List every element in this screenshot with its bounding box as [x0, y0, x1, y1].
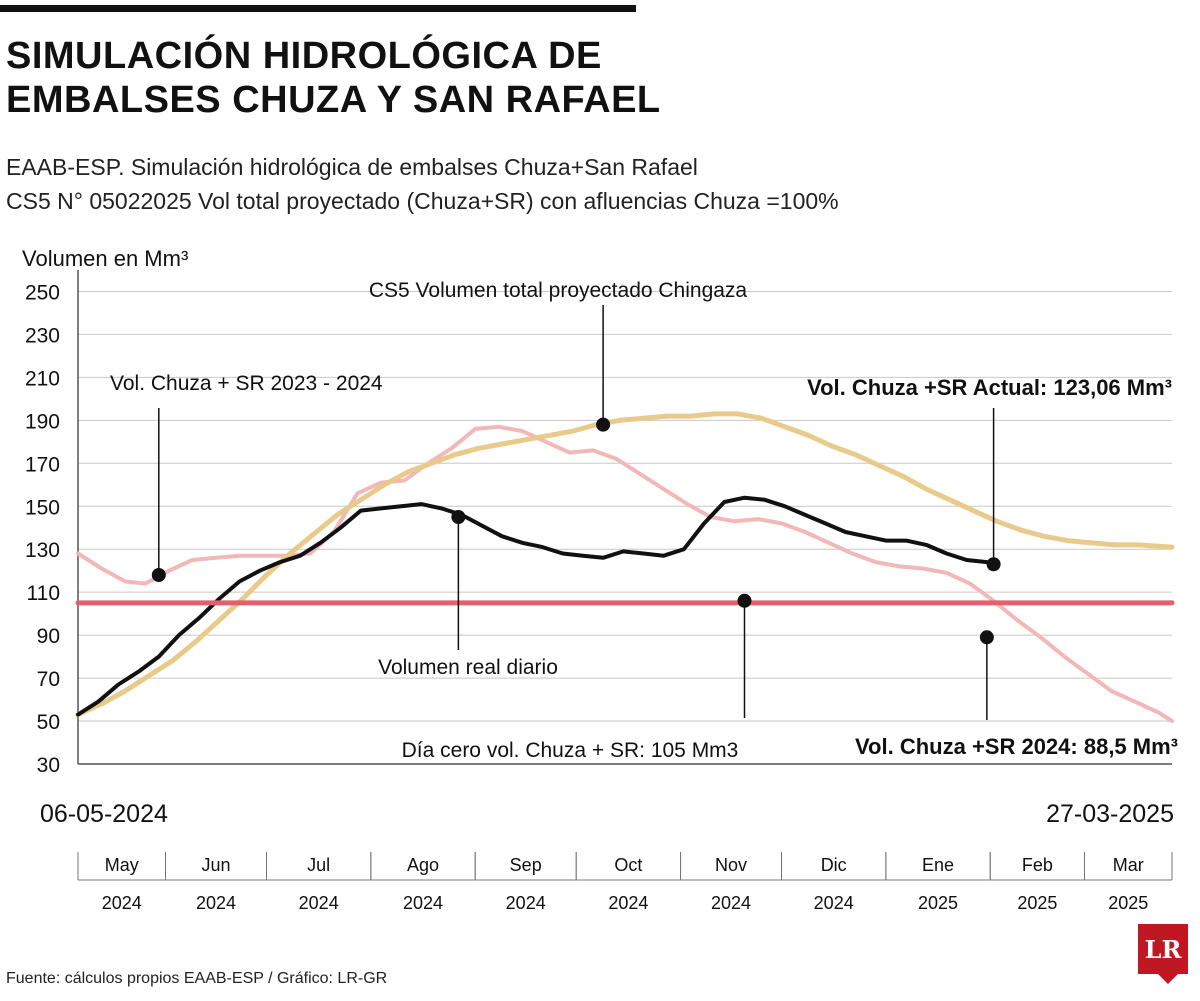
series-line-chuza_sr_2023_2024: [76, 424, 1174, 723]
subtitle-line-2: CS5 N° 05022025 Vol total proyectado (Ch…: [6, 188, 839, 214]
annotation-label: Vol. Chuza +SR 2024: 88,5 Mm³: [855, 734, 1178, 759]
year-label: 2024: [102, 893, 142, 913]
month-tick: Jun 2024: [165, 852, 268, 913]
month-label: May: [105, 855, 139, 875]
month-label: Nov: [715, 855, 747, 875]
series-line-cs5_volumen_total_proyectado: [75, 411, 1175, 718]
annotation-point: [986, 557, 1001, 572]
start-date-label: 06-05-2024: [40, 800, 168, 828]
month-tick: May 2024: [77, 852, 167, 913]
top-rule: [0, 5, 636, 12]
year-label: 2025: [918, 893, 958, 913]
y-tick-label: 250: [25, 281, 60, 304]
year-label: 2024: [403, 893, 443, 913]
year-label: 2024: [506, 893, 546, 913]
month-tick: Feb 2025: [989, 852, 1085, 913]
year-label: 2025: [1108, 893, 1148, 913]
annotation: Vol. Chuza +SR Actual: 123,06 Mm³: [807, 375, 1172, 572]
y-tick-label: 170: [25, 453, 60, 476]
title-line-1: SIMULACIÓN HIDROLÓGICA DE: [6, 35, 602, 77]
annotation-point: [596, 417, 611, 432]
y-axis-label: Volumen en Mm³: [22, 246, 189, 271]
month-tick: Oct 2024: [575, 852, 682, 913]
chart-subtitle: EAAB-ESP. Simulación hidrológica de emba…: [6, 150, 839, 218]
year-label: 2024: [711, 893, 751, 913]
month-label: Oct: [614, 855, 642, 875]
y-tick-label: 130: [25, 539, 60, 562]
y-tick-label: 190: [25, 410, 60, 433]
year-label: 2025: [1017, 893, 1057, 913]
month-label: Sep: [510, 855, 542, 875]
annotation: Volumen real diario: [378, 510, 558, 679]
annotation: Día cero vol. Chuza + SR: 105 Mm3: [402, 593, 752, 762]
annotation-point: [151, 567, 166, 582]
month-tick: Ene 2025: [885, 852, 991, 913]
annotation-label: Vol. Chuza + SR 2023 - 2024: [110, 372, 383, 395]
title-line-2: EMBALSES CHUZA Y SAN RAFAEL: [6, 79, 661, 121]
annotation: Vol. Chuza + SR 2023 - 2024: [110, 372, 383, 582]
month-label: Ago: [407, 855, 439, 875]
month-label: Dic: [821, 855, 847, 875]
y-tick-label: 90: [37, 625, 60, 648]
month-label: Jul: [307, 855, 330, 875]
annotations: Vol. Chuza + SR 2023 - 2024 CS5 Volumen t…: [110, 279, 1178, 762]
month-tick: Nov 2024: [680, 852, 783, 913]
y-tick-label: 70: [37, 668, 60, 691]
subtitle-line-1: EAAB-ESP. Simulación hidrológica de emba…: [6, 154, 698, 180]
month-label: Ene: [922, 855, 954, 875]
annotation-label: CS5 Volumen total proyectado Chingaza: [369, 279, 748, 302]
year-label: 2024: [299, 893, 339, 913]
annotation-point: [451, 510, 466, 524]
annotation: Vol. Chuza +SR 2024: 88,5 Mm³: [855, 630, 1178, 759]
y-tick-label: 30: [37, 754, 60, 777]
y-tick-label: 230: [25, 324, 60, 347]
gridlines: [77, 270, 1172, 765]
y-tick-label: 110: [27, 582, 60, 605]
annotation: CS5 Volumen total proyectado Chingaza: [369, 279, 748, 432]
lr-logo: LR: [1138, 924, 1188, 984]
year-label: 2024: [196, 893, 236, 913]
annotation-point: [737, 593, 752, 608]
month-label: Feb: [1022, 855, 1053, 875]
year-label: 2024: [814, 893, 854, 913]
month-label: Jun: [201, 855, 230, 875]
y-tick-label: 50: [37, 711, 60, 734]
month-label: Mar: [1113, 855, 1144, 875]
series-line-volumen_real_diario: [76, 495, 996, 717]
annotation-label: Volumen real diario: [378, 656, 558, 679]
y-tick-labels: 250 230 210 190 170 150 130 110 90 70 50 30: [25, 281, 60, 777]
year-label: 2024: [608, 893, 648, 913]
month-tick: Ago 2024: [370, 852, 476, 913]
annotation-label: Vol. Chuza +SR Actual: 123,06 Mm³: [807, 375, 1172, 400]
annotation-label: Día cero vol. Chuza + SR: 105 Mm3: [402, 739, 739, 762]
month-tick: Mar 2025: [1083, 852, 1173, 913]
end-date-label: 27-03-2025: [1046, 800, 1174, 828]
annotation-point: [979, 630, 994, 645]
series-lines: [75, 411, 1175, 723]
source-note: Fuente: cálculos propios EAAB-ESP / Gráf…: [6, 970, 388, 987]
month-tick: Dic 2024: [781, 852, 887, 913]
chart-title: SIMULACIÓN HIDROLÓGICA DE EMBALSES CHUZA…: [6, 34, 661, 122]
month-axis: May 2024 Jun 2024 Jul 2024 Ago 2024 Sep 2024 Oct 20…: [77, 852, 1173, 913]
month-tick: Sep 2024: [474, 852, 577, 913]
month-tick: Jul 2024: [266, 852, 372, 913]
y-tick-label: 150: [25, 496, 60, 519]
y-tick-label: 210: [25, 367, 60, 390]
